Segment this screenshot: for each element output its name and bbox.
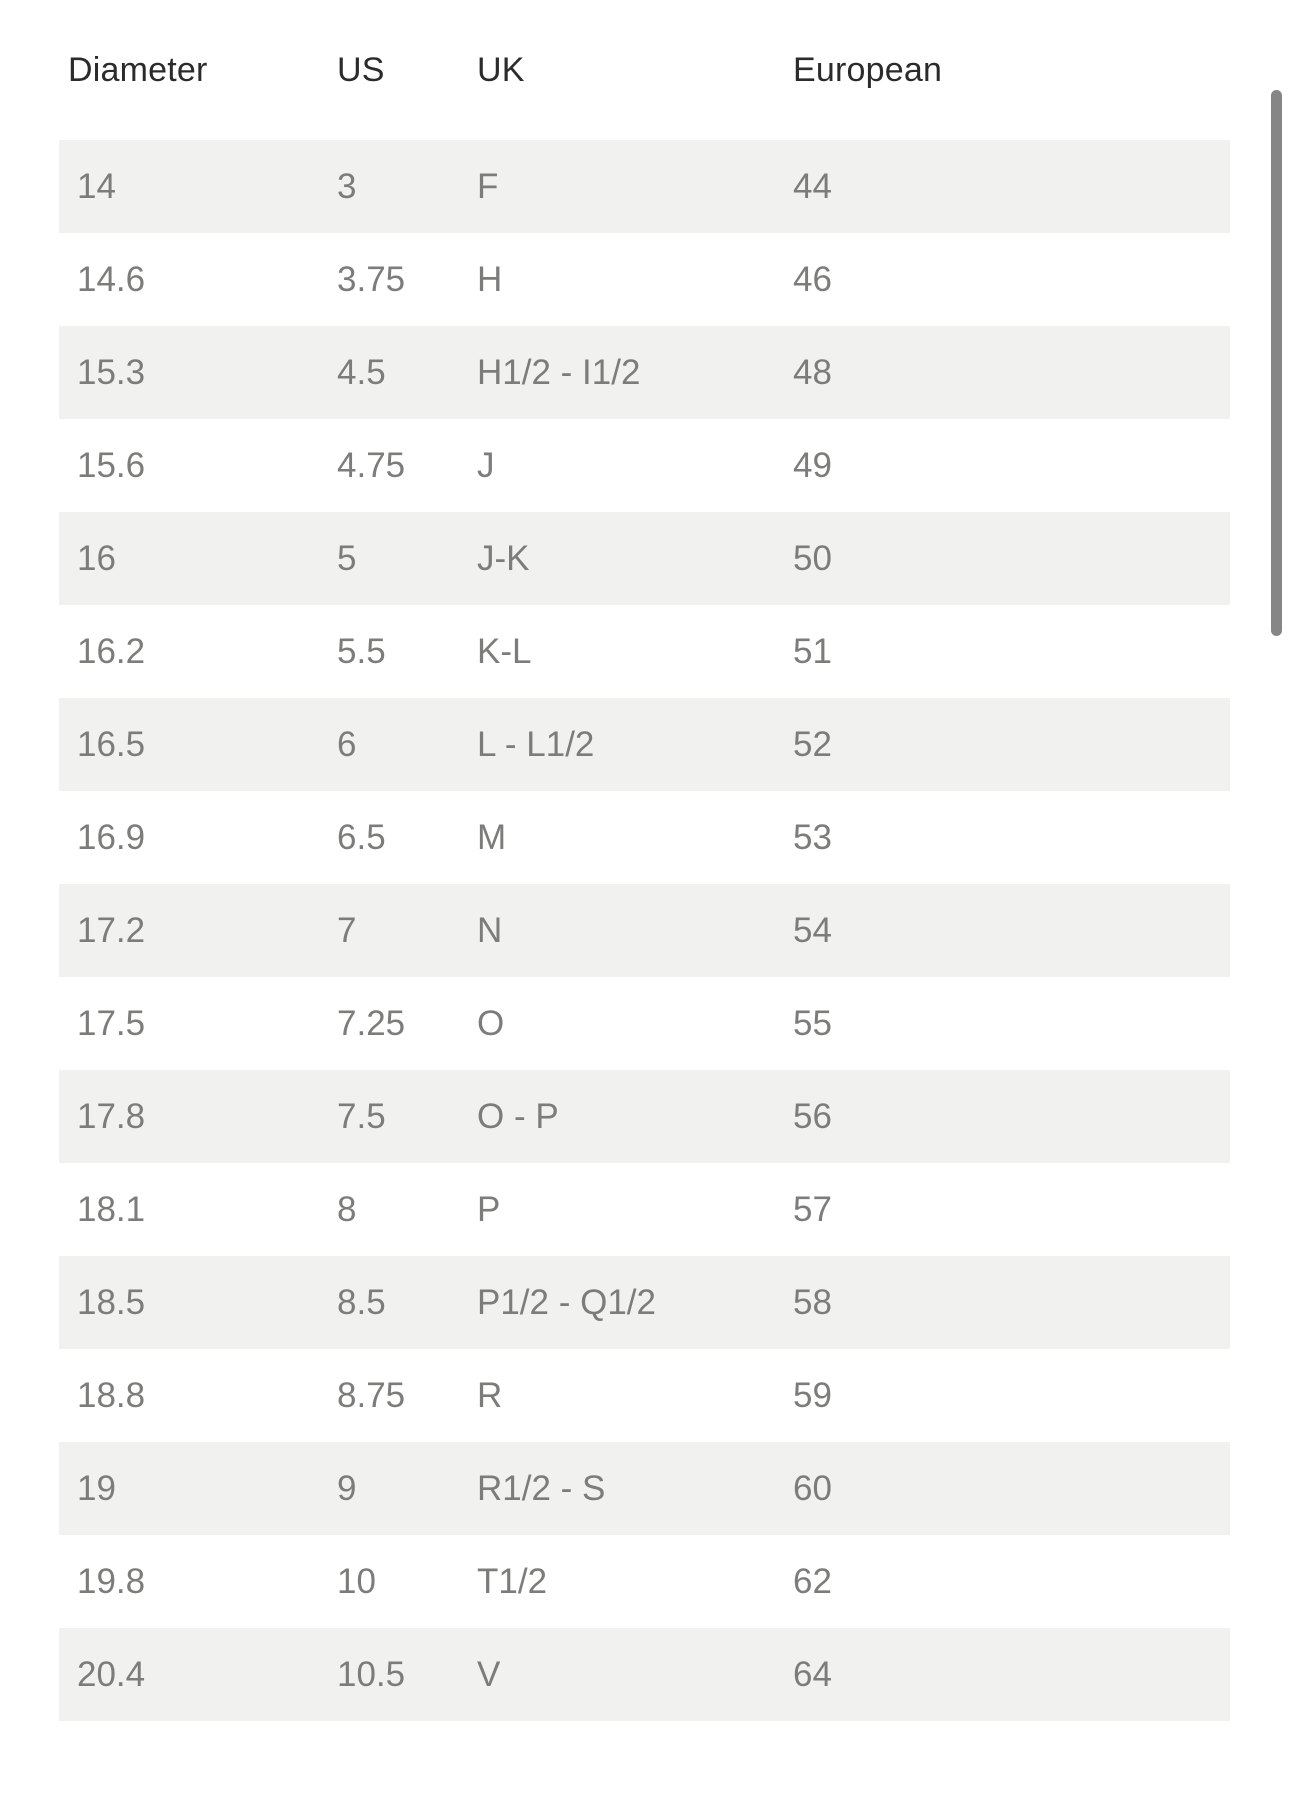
cell-uk: P1/2 - Q1/2	[477, 1282, 656, 1322]
cell-us: 9	[337, 1468, 357, 1508]
cell-european: 46	[793, 259, 832, 299]
cell-us: 8.5	[337, 1282, 386, 1322]
table-row: 17.2 7 N 54	[59, 884, 1230, 977]
cell-us: 10.5	[337, 1654, 406, 1694]
table-row: 17.8 7.5 O - P 56	[59, 1070, 1230, 1163]
cell-uk: F	[477, 166, 499, 206]
cell-european: 53	[793, 817, 832, 857]
cell-diameter: 19	[77, 1468, 116, 1508]
cell-uk: N	[477, 910, 503, 950]
cell-european: 54	[793, 910, 832, 950]
cell-uk: J-K	[477, 538, 530, 578]
column-header-diameter: Diameter	[68, 50, 208, 89]
cell-european: 60	[793, 1468, 832, 1508]
cell-european: 59	[793, 1375, 832, 1415]
table-row: 15.3 4.5 H1/2 - I1/2 48	[59, 326, 1230, 419]
table-row: 16 5 J-K 50	[59, 512, 1230, 605]
cell-european: 48	[793, 352, 832, 392]
cell-diameter: 17.8	[77, 1096, 146, 1136]
cell-diameter: 16.2	[77, 631, 146, 671]
table-row: 15.6 4.75 J 49	[59, 419, 1230, 512]
cell-european: 52	[793, 724, 832, 764]
cell-us: 3.75	[337, 259, 406, 299]
cell-us: 8	[337, 1189, 357, 1229]
cell-uk: R	[477, 1375, 503, 1415]
cell-us: 10	[337, 1561, 376, 1601]
cell-us: 7.25	[337, 1003, 406, 1043]
table-row: 18.5 8.5 P1/2 - Q1/2 58	[59, 1256, 1230, 1349]
cell-us: 4.75	[337, 445, 406, 485]
table-row: 19 9 R1/2 - S 60	[59, 1442, 1230, 1535]
cell-us: 5.5	[337, 631, 386, 671]
cell-uk: K-L	[477, 631, 532, 671]
cell-uk: R1/2 - S	[477, 1468, 606, 1508]
cell-diameter: 16.5	[77, 724, 146, 764]
cell-uk: T1/2	[477, 1561, 548, 1601]
cell-european: 56	[793, 1096, 832, 1136]
table-row: 17.5 7.25 O 55	[59, 977, 1230, 1070]
cell-diameter: 14	[77, 166, 116, 206]
table-row: 19.8 10 T1/2 62	[59, 1535, 1230, 1628]
table-row: 16.2 5.5 K-L 51	[59, 605, 1230, 698]
cell-european: 51	[793, 631, 832, 671]
cell-diameter: 18.1	[77, 1189, 146, 1229]
cell-us: 7	[337, 910, 357, 950]
cell-european: 50	[793, 538, 832, 578]
cell-diameter: 16.9	[77, 817, 146, 857]
cell-uk: M	[477, 817, 507, 857]
table-row: 20.4 10.5 V 64	[59, 1628, 1230, 1721]
cell-uk: L - L1/2	[477, 724, 595, 764]
table-row: 16.5 6 L - L1/2 52	[59, 698, 1230, 791]
cell-diameter: 15.3	[77, 352, 146, 392]
column-header-uk: UK	[477, 50, 525, 89]
cell-european: 64	[793, 1654, 832, 1694]
table-row: 16.9 6.5 M 53	[59, 791, 1230, 884]
column-header-us: US	[337, 50, 385, 89]
cell-uk: O - P	[477, 1096, 559, 1136]
cell-uk: V	[477, 1654, 501, 1694]
cell-diameter: 18.8	[77, 1375, 146, 1415]
table-row: 14 3 F 44	[59, 140, 1230, 233]
cell-diameter: 14.6	[77, 259, 146, 299]
cell-diameter: 16	[77, 538, 116, 578]
cell-diameter: 17.5	[77, 1003, 146, 1043]
column-header-european: European	[793, 50, 943, 89]
cell-us: 5	[337, 538, 357, 578]
cell-diameter: 19.8	[77, 1561, 146, 1601]
cell-uk: H	[477, 259, 503, 299]
cell-us: 6.5	[337, 817, 386, 857]
cell-us: 3	[337, 166, 357, 206]
scrollbar-thumb[interactable]	[1271, 90, 1282, 636]
cell-us: 8.75	[337, 1375, 406, 1415]
cell-diameter: 20.4	[77, 1654, 146, 1694]
cell-uk: J	[477, 445, 495, 485]
cell-uk: P	[477, 1189, 501, 1229]
cell-european: 44	[793, 166, 832, 206]
cell-diameter: 18.5	[77, 1282, 146, 1322]
table-row: 14.6 3.75 H 46	[59, 233, 1230, 326]
cell-european: 58	[793, 1282, 832, 1322]
cell-us: 6	[337, 724, 357, 764]
table-header: Diameter US UK European	[59, 44, 1230, 96]
cell-diameter: 17.2	[77, 910, 146, 950]
cell-european: 55	[793, 1003, 832, 1043]
table-body: 14 3 F 44 14.6 3.75 H 46 15.3 4.5 H1/2 - I1/2 48 15.…	[59, 140, 1230, 1721]
cell-diameter: 15.6	[77, 445, 146, 485]
cell-european: 57	[793, 1189, 832, 1229]
cell-us: 7.5	[337, 1096, 386, 1136]
cell-us: 4.5	[337, 352, 386, 392]
cell-european: 49	[793, 445, 832, 485]
cell-european: 62	[793, 1561, 832, 1601]
table-row: 18.1 8 P 57	[59, 1163, 1230, 1256]
cell-uk: H1/2 - I1/2	[477, 352, 641, 392]
cell-uk: O	[477, 1003, 505, 1043]
table-row: 18.8 8.75 R 59	[59, 1349, 1230, 1442]
